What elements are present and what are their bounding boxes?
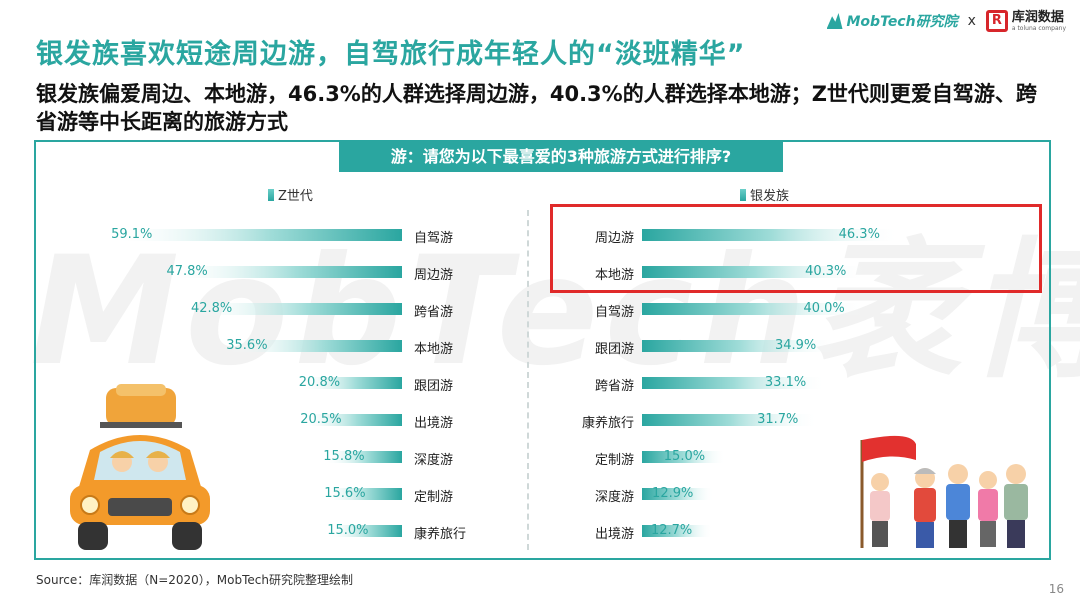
bar-z-1 xyxy=(167,266,402,278)
category-label-z: 康养旅行 xyxy=(414,527,467,542)
category-label-silver: 出境游 xyxy=(594,527,634,542)
bar-z-5 xyxy=(301,414,402,426)
bar-silver-0 xyxy=(642,229,901,241)
value-label-silver: 40.0% xyxy=(803,301,845,316)
bar-z-3 xyxy=(227,340,402,352)
value-label-z: 15.6% xyxy=(324,486,366,501)
category-label-silver: 跟团游 xyxy=(594,342,634,357)
category-label-silver: 周边游 xyxy=(594,231,634,246)
value-label-silver: 31.7% xyxy=(757,412,799,427)
bar-silver-3 xyxy=(642,340,837,352)
category-label-silver: 定制游 xyxy=(594,453,634,468)
mobtech-logo-text: MobTech研究院 xyxy=(846,14,958,30)
partner-logo-sub: a toluna company xyxy=(1011,24,1066,32)
category-label-z: 本地游 xyxy=(414,342,454,357)
value-label-z: 15.0% xyxy=(327,523,369,538)
bar-z-2 xyxy=(192,303,402,315)
value-label-silver: 40.3% xyxy=(805,264,847,279)
category-label-z: 跨省游 xyxy=(414,305,454,320)
value-label-silver: 33.1% xyxy=(764,375,807,390)
value-label-z: 35.6% xyxy=(226,338,268,353)
page-title: 银发族喜欢短途周边游，自驾旅行成年轻人的“淡班精华” xyxy=(36,39,746,70)
mobtech-logo: MobTech研究院 xyxy=(826,11,958,31)
partner-logo-icon: R xyxy=(985,10,1008,32)
value-label-z: 20.5% xyxy=(300,412,342,427)
legend-z-generation: Z世代 xyxy=(268,185,313,204)
value-label-silver: 15.0% xyxy=(663,449,706,464)
value-label-silver: 12.7% xyxy=(650,523,693,538)
bar-silver-7 xyxy=(642,488,715,500)
legend-swatch-icon xyxy=(268,188,274,201)
value-label-z: 42.8% xyxy=(190,301,233,316)
value-label-z: 47.8% xyxy=(166,264,208,279)
highlight-box xyxy=(550,204,1042,293)
value-label-silver: 12.9% xyxy=(652,486,694,501)
panel-header: 游：请您为以下最喜爱的3种旅游方式进行排序? xyxy=(339,142,783,172)
chart-panel: 游：请您为以下最喜爱的3种旅游方式进行排序? xyxy=(34,140,1051,560)
legend-label: 银发族 xyxy=(750,189,790,204)
bar-z-6 xyxy=(324,451,402,463)
bar-z-4 xyxy=(300,377,402,389)
bar-silver-4 xyxy=(642,377,827,389)
page-subtitle: 银发族偏爱周边、本地游，46.3%的人群选择周边游，40.3%的人群选择本地游；… xyxy=(36,82,1037,134)
bar-z-7 xyxy=(325,488,402,500)
partner-logo-name: 库润数据 xyxy=(1011,9,1064,25)
category-label-silver: 跨省游 xyxy=(594,379,634,394)
chart-divider xyxy=(527,210,529,550)
category-label-z: 自驾游 xyxy=(414,231,454,246)
brand-separator: x xyxy=(967,13,976,29)
value-label-z: 20.8% xyxy=(298,375,341,390)
bars-z-generation xyxy=(112,229,402,537)
source-note: Source：库润数据（N=2020），MobTech研究院整理绘制 xyxy=(36,573,353,587)
legend-silver-generation: 银发族 xyxy=(740,185,789,204)
category-label-silver: 深度游 xyxy=(594,490,634,505)
category-label-silver: 自驾游 xyxy=(594,305,634,320)
car-illustration-icon xyxy=(70,384,210,550)
bars-silver-generation xyxy=(642,229,901,537)
value-label-z: 59.1% xyxy=(111,227,153,242)
bar-z-0 xyxy=(112,229,402,241)
category-label-silver: 本地游 xyxy=(594,268,634,283)
category-label-silver: 康养旅行 xyxy=(581,416,634,431)
bar-silver-8 xyxy=(642,525,713,537)
legend-swatch-icon xyxy=(740,188,746,201)
page-number: 16 xyxy=(1048,582,1064,596)
value-label-z: 15.8% xyxy=(323,449,365,464)
brand-header: MobTech研究院 x R 库润数据 a toluna company xyxy=(826,9,1066,32)
partner-logo: R 库润数据 a toluna company xyxy=(985,9,1066,32)
category-label-z: 定制游 xyxy=(414,490,454,505)
bar-silver-6 xyxy=(642,451,726,463)
category-label-z: 跟团游 xyxy=(414,379,454,394)
category-label-z: 深度游 xyxy=(414,453,454,468)
value-label-silver: 46.3% xyxy=(838,227,880,242)
bar-silver-2 xyxy=(642,303,866,315)
senior-group-illustration-icon xyxy=(860,435,1028,548)
value-label-silver: 34.9% xyxy=(774,338,817,353)
bar-z-8 xyxy=(328,525,402,537)
category-label-z: 出境游 xyxy=(414,416,454,431)
bar-silver-1 xyxy=(642,266,868,278)
legend-label: Z世代 xyxy=(278,189,313,204)
category-label-z: 周边游 xyxy=(414,268,454,283)
bar-silver-5 xyxy=(642,414,820,426)
